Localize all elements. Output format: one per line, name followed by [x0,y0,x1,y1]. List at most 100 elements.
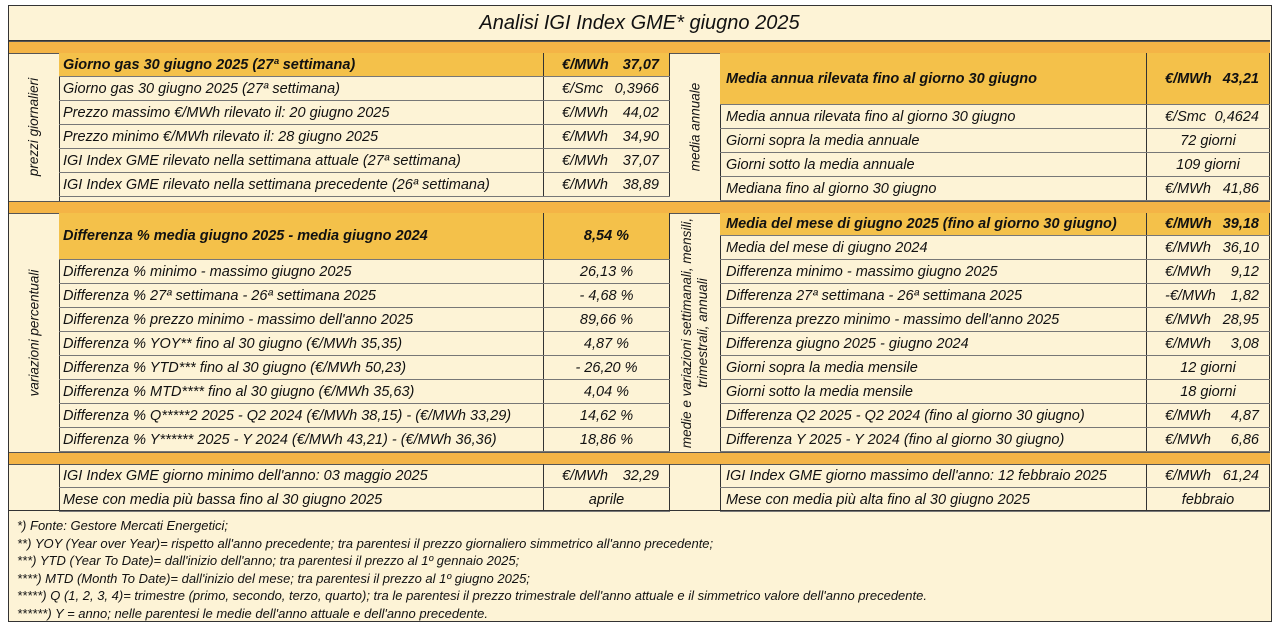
daily-row: Giorno gas 30 giugno 2025 (27ª settimana… [59,77,670,101]
row-value: €/MWh 6,86 [1147,428,1270,451]
numeric-value: 37,07 [622,56,659,73]
numeric-value: 9,12 [1230,263,1259,280]
row-label: Giorno gas 30 giugno 2025 (27ª settimana… [59,53,544,76]
row-value: €/MWh 61,24 [1147,464,1270,487]
row-label: Prezzo minimo €/MWh rilevato il: 28 giug… [59,125,544,148]
row-value: €/MWh 43,21 [1147,53,1270,104]
monthly-row: Media del mese di giugno 2025 (fino al g… [720,213,1270,236]
unit-label: €/MWh [1165,216,1212,232]
row-label: Differenza % MTD**** fino al 30 giugno (… [59,380,544,403]
unit-label: €/MWh [1165,335,1211,352]
unit-label: €/MWh [562,128,608,145]
row-label: Differenza % Q*****2 2025 - Q2 2024 (€/M… [59,404,544,427]
row-label: Differenza % YTD*** fino al 30 giugno (€… [59,356,544,379]
unit-label: -€/MWh [1165,287,1216,304]
row-label: Differenza Y 2025 - Y 2024 (fino al gior… [720,428,1147,451]
numeric-value: 3,08 [1230,335,1259,352]
row-label: Giorni sotto la media mensile [720,380,1147,403]
daily-row: Prezzo minimo €/MWh rilevato il: 28 giug… [59,125,670,149]
percent-row: Differenza % Y****** 2025 - Y 2024 (€/MW… [59,428,670,452]
row-value: -€/MWh 1,82 [1147,284,1270,307]
daily-row: Giorno gas 30 giugno 2025 (27ª settimana… [59,53,670,77]
unit-label: €/MWh [562,56,609,73]
percent-row: Differenza % 27ª settimana - 26ª settima… [59,284,670,308]
unit-label: €/MWh [1165,467,1211,484]
row-label: Differenza % minimo - massimo giugno 202… [59,260,544,283]
row-value: 89,66 % [544,308,670,331]
unit-label: €/Smc [1165,108,1207,125]
unit-label: €/MWh [1165,180,1211,197]
daily-row: IGI Index GME rilevato nella settimana a… [59,149,670,173]
row-value: 26,13 % [544,260,670,283]
extreme-max-row: Mese con media più alta fino al 30 giugn… [720,488,1270,512]
numeric-value: 36,10 [1222,239,1259,256]
row-value: €/MWh 3,08 [1147,332,1270,355]
row-label: Differenza Q2 2025 - Q2 2024 (fino al gi… [720,404,1147,427]
unit-label: €/MWh [1165,263,1211,280]
monthly-row: Differenza 27ª settimana - 26ª settimana… [720,284,1270,308]
numeric-value: 61,24 [1222,467,1259,484]
footnote-line: *****) Q (1, 2, 3, 4)= trimestre (primo,… [17,588,927,604]
row-label: Media annua rilevata fino al giorno 30 g… [720,105,1147,128]
annual-row: Media annua rilevata fino al giorno 30 g… [720,105,1270,129]
row-label: Media del mese di giugno 2024 [720,236,1147,259]
unit-label: €/Smc [562,80,604,97]
row-label: Differenza minimo - massimo giugno 2025 [720,260,1147,283]
row-value: €/MWh 4,87 [1147,404,1270,427]
numeric-value: 32,29 [622,467,659,484]
row-value: 4,04 % [544,380,670,403]
row-value: 72 giorni [1147,129,1270,152]
row-label: Mese con media più bassa fino al 30 giug… [59,488,544,511]
percent-row: Differenza % minimo - massimo giugno 202… [59,260,670,284]
numeric-value: 44,02 [622,104,659,121]
row-value: 14,62 % [544,404,670,427]
daily-row: Prezzo massimo €/MWh rilevato il: 20 giu… [59,101,670,125]
monthly-row: Giorni sotto la media mensile 18 giorni [720,380,1270,404]
row-value: €/MWh 32,29 [544,464,670,487]
igi-analysis-sheet: Analisi IGI Index GME* giugno 2025 prezz… [8,5,1272,622]
percent-row: Differenza % Q*****2 2025 - Q2 2024 (€/M… [59,404,670,428]
row-label: Differenza 27ª settimana - 26ª settimana… [720,284,1147,307]
row-value: €/MWh 44,02 [544,101,670,124]
row-value: 18,86 % [544,428,670,451]
row-label: IGI Index GME rilevato nella settimana p… [59,173,544,196]
numeric-value: 1,82 [1230,287,1259,304]
percent-row: Differenza % YTD*** fino al 30 giugno (€… [59,356,670,380]
numeric-value: 6,86 [1230,431,1259,448]
extreme-min-row: IGI Index GME giorno minimo dell'anno: 0… [59,464,670,488]
row-value: €/MWh 39,18 [1147,213,1270,235]
footnote-line: ****) MTD (Month To Date)= dall'inizio d… [17,570,530,586]
row-value: - 26,20 % [544,356,670,379]
footnote-line: ******) Y = anno; nelle parentesi le med… [17,605,489,621]
percent-row: Differenza % MTD**** fino al 30 giugno (… [59,380,670,404]
section-label-blank-right [670,464,721,510]
row-value: €/MWh 37,07 [544,149,670,172]
row-value: 4,87 % [544,332,670,355]
numeric-value: 4,87 [1230,407,1259,424]
row-label: IGI Index GME giorno massimo dell'anno: … [720,464,1147,487]
unit-label: €/MWh [1165,239,1211,256]
monthly-row: Differenza Q2 2025 - Q2 2024 (fino al gi… [720,404,1270,428]
unit-label: €/MWh [562,467,608,484]
row-value: aprile [544,488,670,511]
unit-label: €/MWh [1165,407,1211,424]
row-label: IGI Index GME giorno minimo dell'anno: 0… [59,464,544,487]
unit-label: €/MWh [562,152,608,169]
extreme-max-row: IGI Index GME giorno massimo dell'anno: … [720,464,1270,488]
section-label-blank-left [9,464,60,510]
row-label: Prezzo massimo €/MWh rilevato il: 20 giu… [59,101,544,124]
numeric-value: 0,4624 [1214,108,1259,125]
row-label: Differenza % 27ª settimana - 26ª settima… [59,284,544,307]
section-label-daily: prezzi giornalieri [9,53,60,201]
numeric-value: 34,90 [622,128,659,145]
row-label: Media del mese di giugno 2025 (fino al g… [720,213,1147,235]
numeric-value: 43,21 [1222,70,1259,87]
extreme-min-row: Mese con media più bassa fino al 30 giug… [59,488,670,512]
row-label: Differenza prezzo minimo - massimo dell'… [720,308,1147,331]
row-value: €/Smc 0,4624 [1147,105,1270,128]
monthly-row: Differenza minimo - massimo giugno 2025 €… [720,260,1270,284]
row-value: €/MWh 28,95 [1147,308,1270,331]
row-label: Mediana fino al giorno 30 giugno [720,177,1147,200]
row-label: IGI Index GME rilevato nella settimana a… [59,149,544,172]
row-label: Differenza % YOY** fino al 30 giugno (€/… [59,332,544,355]
